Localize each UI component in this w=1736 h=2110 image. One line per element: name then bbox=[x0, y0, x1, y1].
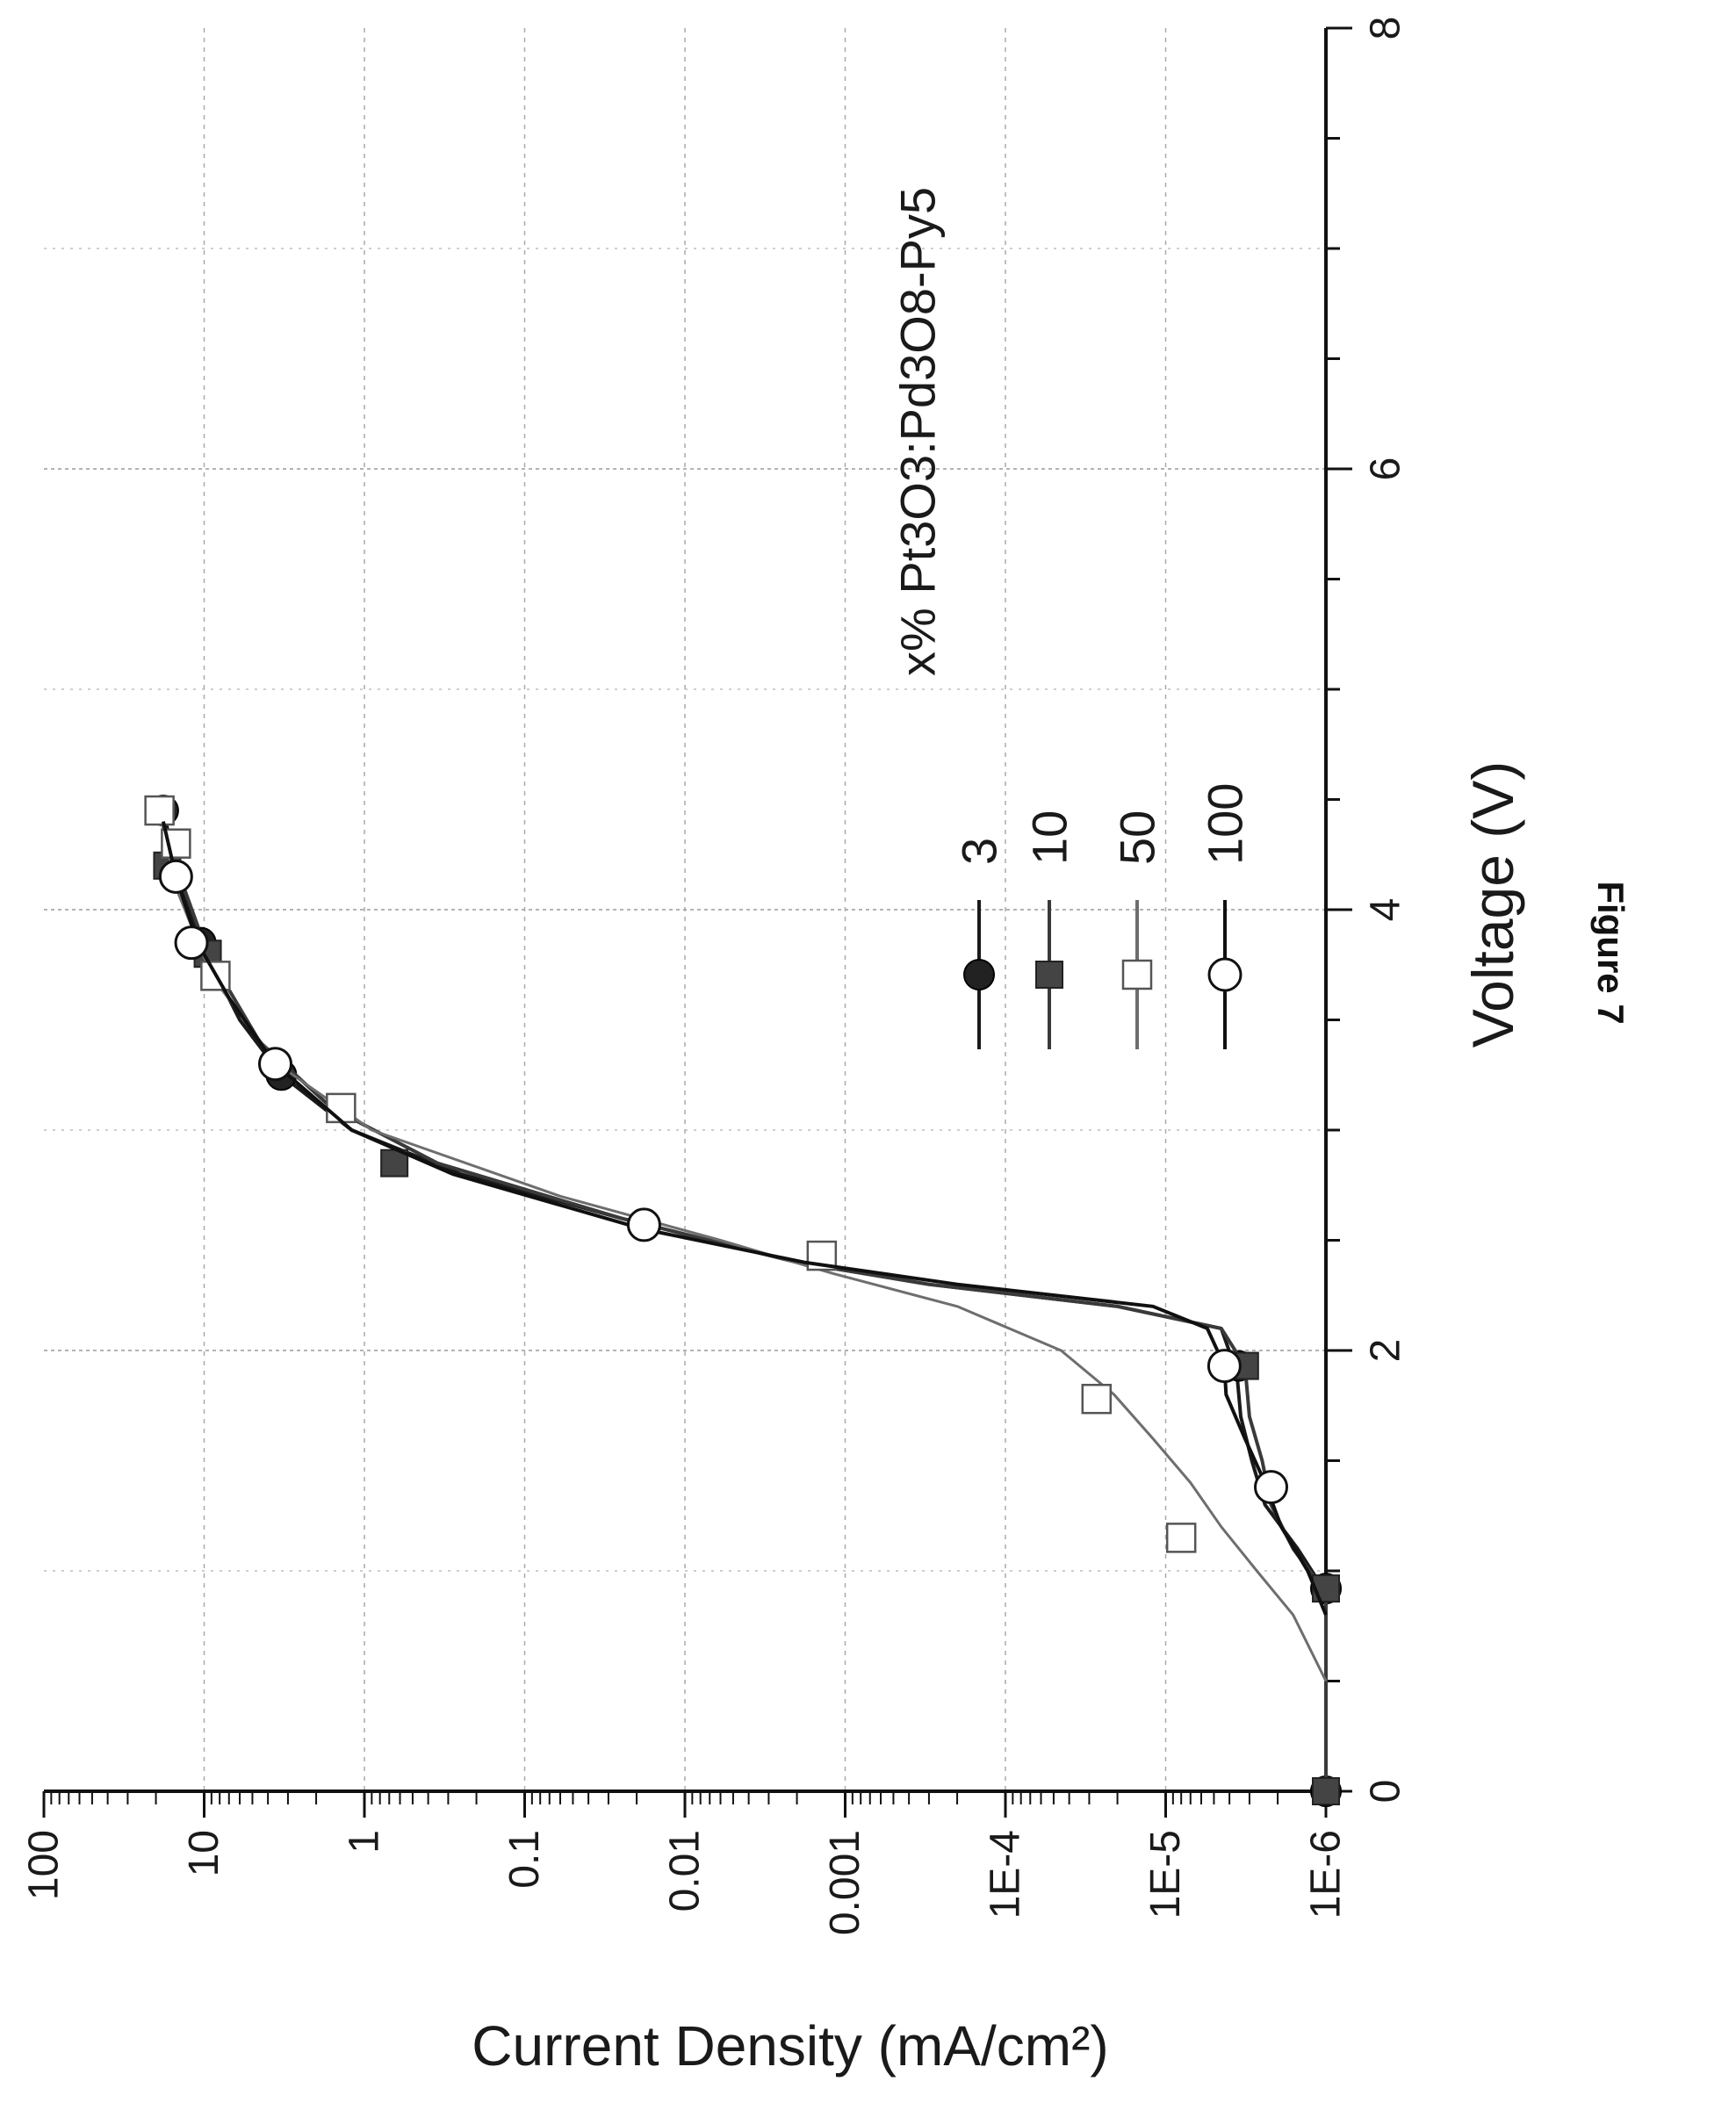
series-line-3 bbox=[161, 810, 1328, 1791]
current-tick-label: 0.1 bbox=[501, 1830, 548, 1889]
voltage-tick-label: 0 bbox=[1363, 1780, 1409, 1804]
series-marker-100 bbox=[174, 925, 209, 961]
voltage-tick-label: 8 bbox=[1363, 17, 1409, 40]
series-line-10 bbox=[157, 810, 1328, 1791]
series-marker-100 bbox=[1207, 1349, 1242, 1384]
series-marker-50 bbox=[144, 795, 175, 826]
voltage-tick-label: 6 bbox=[1363, 457, 1409, 481]
series-3 bbox=[147, 795, 1342, 1807]
legend: x% Pt3O3:Pd3O8-Py5 3 10 50 100 bbox=[890, 187, 1253, 1049]
legend-title: x% Pt3O3:Pd3O8-Py5 bbox=[890, 187, 946, 676]
x-axis-title: Voltage (V) bbox=[1460, 761, 1525, 1048]
series-marker-50 bbox=[1165, 1523, 1197, 1553]
axis-labels: Voltage (V) Current Density (mA/cm²) bbox=[472, 761, 1525, 2078]
legend-marker-3 bbox=[963, 959, 995, 990]
legend-marker-50 bbox=[1121, 959, 1153, 990]
legend-marker-10 bbox=[1035, 961, 1063, 989]
voltage-tick-label: 2 bbox=[1363, 1339, 1409, 1363]
series-marker-100 bbox=[626, 1207, 661, 1242]
series-marker-50 bbox=[1081, 1383, 1113, 1415]
series-marker-10 bbox=[1312, 1777, 1340, 1805]
legend-label-100: 100 bbox=[1198, 783, 1253, 865]
current-tick-label: 10 bbox=[181, 1830, 227, 1876]
current-tick-label: 1 bbox=[342, 1830, 388, 1854]
current-tick-label: 0.001 bbox=[822, 1830, 868, 1935]
voltage-tick-label: 4 bbox=[1363, 898, 1409, 922]
axes: 0 2 4 6 8 1E-6 1E-5 1E-4 0.001 0.01 0.1 1 10 100 bbox=[21, 17, 1409, 1935]
current-tick-label: 100 bbox=[21, 1830, 68, 1900]
figure-caption: Figure 7 bbox=[1590, 881, 1632, 1025]
current-tick-label: 0.01 bbox=[662, 1830, 709, 1912]
legend-label-50: 50 bbox=[1110, 810, 1165, 865]
grid-lines bbox=[44, 28, 1326, 1791]
series-line-100 bbox=[161, 821, 1328, 1616]
legend-label-10: 10 bbox=[1022, 810, 1077, 865]
series-marker-100 bbox=[158, 859, 193, 894]
series-marker-100 bbox=[1254, 1470, 1289, 1505]
current-tick-label: 1E-4 bbox=[983, 1830, 1029, 1919]
current-tick-label: 1E-6 bbox=[1303, 1830, 1350, 1919]
series-line-50 bbox=[158, 810, 1328, 1682]
series-50 bbox=[144, 795, 1328, 1682]
current-tick-label: 1E-5 bbox=[1142, 1830, 1189, 1919]
series-10 bbox=[145, 796, 1340, 1805]
y-axis-title: Current Density (mA/cm²) bbox=[472, 2014, 1108, 2078]
series-marker-50 bbox=[326, 1092, 357, 1124]
series-layer bbox=[144, 795, 1342, 1807]
legend-label-3: 3 bbox=[952, 838, 1007, 865]
series-marker-100 bbox=[257, 1047, 292, 1082]
legend-marker-100 bbox=[1207, 957, 1243, 992]
series-100 bbox=[158, 821, 1328, 1616]
